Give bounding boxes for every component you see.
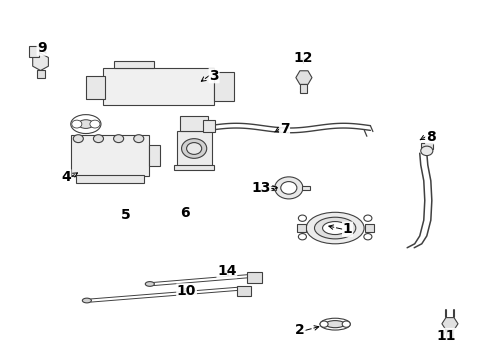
Bar: [113, 61, 154, 68]
Ellipse shape: [78, 120, 93, 129]
Circle shape: [186, 143, 201, 154]
Bar: [214, 72, 234, 101]
Ellipse shape: [325, 321, 344, 328]
Text: 2: 2: [295, 323, 305, 337]
Bar: [301, 185, 309, 190]
Circle shape: [93, 135, 103, 143]
Bar: [246, 272, 262, 283]
Bar: [148, 145, 160, 166]
Bar: [297, 224, 306, 232]
Bar: [103, 68, 214, 105]
Circle shape: [363, 234, 371, 240]
Text: 9: 9: [37, 41, 47, 55]
Polygon shape: [441, 318, 457, 330]
Text: 7: 7: [279, 122, 289, 136]
Bar: [267, 185, 275, 190]
Text: 12: 12: [293, 51, 312, 65]
Text: 8: 8: [425, 130, 435, 144]
Bar: [86, 76, 104, 99]
Bar: [76, 175, 143, 183]
Bar: [300, 84, 307, 93]
Text: 4: 4: [61, 170, 71, 184]
Text: 3: 3: [209, 69, 219, 83]
Ellipse shape: [305, 212, 364, 244]
Circle shape: [73, 135, 83, 143]
Text: 14: 14: [217, 264, 236, 278]
Bar: [180, 116, 208, 131]
Circle shape: [319, 321, 327, 327]
Circle shape: [298, 234, 306, 240]
Bar: [174, 166, 214, 170]
Circle shape: [363, 215, 371, 221]
Bar: [71, 135, 148, 176]
Circle shape: [90, 120, 100, 128]
Circle shape: [420, 146, 432, 156]
Circle shape: [280, 181, 296, 194]
Bar: [420, 143, 432, 149]
Bar: [237, 285, 250, 296]
Circle shape: [342, 321, 349, 327]
Circle shape: [274, 177, 302, 199]
Ellipse shape: [145, 282, 154, 286]
Ellipse shape: [319, 318, 349, 330]
Bar: [365, 224, 374, 232]
Circle shape: [72, 120, 81, 128]
Polygon shape: [33, 53, 48, 71]
Circle shape: [113, 135, 123, 143]
Bar: [37, 70, 44, 78]
Circle shape: [181, 139, 206, 158]
Bar: [203, 120, 215, 131]
Ellipse shape: [322, 221, 347, 235]
Bar: [29, 46, 39, 57]
Text: 1: 1: [342, 222, 352, 236]
Ellipse shape: [71, 114, 101, 134]
Text: 5: 5: [121, 208, 131, 222]
Circle shape: [133, 135, 143, 143]
Bar: [446, 330, 452, 339]
Text: 10: 10: [177, 284, 196, 298]
Circle shape: [298, 215, 306, 221]
Ellipse shape: [82, 298, 91, 303]
Text: 11: 11: [435, 329, 455, 343]
Text: 13: 13: [251, 181, 270, 195]
Polygon shape: [295, 71, 311, 85]
Text: 6: 6: [180, 207, 189, 220]
Bar: [176, 131, 211, 166]
Ellipse shape: [314, 217, 355, 239]
